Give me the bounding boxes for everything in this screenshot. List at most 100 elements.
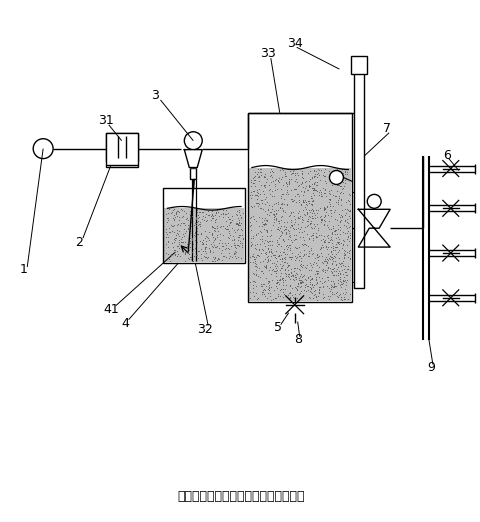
Point bbox=[344, 253, 351, 262]
Point bbox=[318, 266, 325, 275]
Point bbox=[265, 201, 273, 209]
Point bbox=[286, 275, 294, 283]
Point bbox=[279, 292, 287, 301]
Point bbox=[326, 266, 334, 275]
Point bbox=[335, 259, 343, 268]
Text: 7: 7 bbox=[383, 122, 390, 135]
Point bbox=[194, 247, 202, 255]
Point bbox=[327, 243, 335, 252]
Point bbox=[319, 293, 327, 301]
Point bbox=[322, 221, 330, 230]
Point bbox=[266, 178, 274, 186]
Point bbox=[235, 211, 243, 220]
Point bbox=[274, 226, 282, 234]
Point bbox=[291, 269, 299, 278]
Point bbox=[327, 212, 335, 220]
Point bbox=[344, 248, 352, 257]
Point bbox=[272, 242, 280, 251]
Point bbox=[252, 295, 260, 303]
Point bbox=[267, 201, 275, 210]
Point bbox=[189, 240, 196, 248]
Point bbox=[224, 209, 232, 217]
Point bbox=[276, 259, 283, 268]
Point bbox=[221, 239, 228, 247]
Point bbox=[171, 251, 179, 259]
Point bbox=[336, 175, 344, 183]
Point bbox=[250, 292, 258, 300]
Point bbox=[211, 223, 218, 232]
Point bbox=[235, 219, 242, 227]
Point bbox=[249, 288, 257, 296]
Point bbox=[301, 176, 309, 185]
Point bbox=[299, 251, 307, 259]
Point bbox=[321, 177, 328, 185]
Point bbox=[298, 206, 306, 215]
Point bbox=[233, 253, 241, 262]
Point bbox=[307, 284, 314, 292]
Point bbox=[308, 180, 315, 188]
Point bbox=[319, 265, 326, 274]
Point bbox=[258, 235, 266, 243]
Point bbox=[312, 267, 320, 275]
Point bbox=[300, 250, 307, 258]
Point bbox=[174, 227, 182, 235]
Point bbox=[322, 179, 329, 187]
Point bbox=[288, 272, 296, 280]
Point bbox=[263, 279, 271, 288]
Point bbox=[320, 189, 327, 197]
Point bbox=[319, 235, 326, 243]
Point bbox=[258, 286, 266, 294]
Point bbox=[314, 269, 322, 277]
Point bbox=[259, 246, 267, 254]
Point bbox=[187, 255, 195, 263]
Point bbox=[327, 268, 335, 277]
Point bbox=[172, 212, 180, 220]
Point bbox=[336, 280, 343, 289]
Point bbox=[255, 168, 263, 176]
Point bbox=[336, 211, 344, 219]
Point bbox=[169, 216, 177, 224]
Point bbox=[338, 270, 346, 279]
Point bbox=[290, 251, 298, 259]
Point bbox=[253, 294, 261, 302]
Point bbox=[210, 224, 217, 233]
Point bbox=[339, 265, 347, 273]
Point bbox=[274, 225, 282, 233]
Point bbox=[252, 269, 259, 278]
Point bbox=[325, 195, 333, 203]
Point bbox=[300, 271, 307, 279]
Point bbox=[258, 280, 266, 288]
Point bbox=[293, 285, 300, 293]
Point bbox=[215, 239, 222, 247]
Point bbox=[257, 288, 265, 296]
Point bbox=[277, 264, 285, 272]
Point bbox=[300, 236, 307, 244]
Point bbox=[305, 276, 313, 284]
Point bbox=[251, 172, 258, 180]
Point bbox=[308, 205, 315, 213]
Point bbox=[295, 192, 303, 200]
Point bbox=[307, 285, 314, 293]
Point bbox=[196, 245, 204, 253]
Point bbox=[273, 283, 280, 292]
Point bbox=[338, 276, 346, 284]
Point bbox=[298, 240, 305, 248]
Point bbox=[246, 176, 254, 184]
Point bbox=[253, 199, 261, 207]
Point bbox=[230, 236, 238, 244]
Point bbox=[321, 238, 328, 246]
Point bbox=[266, 191, 274, 199]
Point bbox=[297, 276, 304, 284]
Point bbox=[307, 274, 315, 282]
Point bbox=[238, 241, 246, 249]
Point bbox=[263, 258, 270, 266]
Point bbox=[263, 198, 270, 206]
Point bbox=[235, 233, 242, 241]
Point bbox=[320, 206, 327, 214]
Point bbox=[283, 294, 291, 303]
Point bbox=[308, 215, 315, 223]
Point bbox=[271, 294, 278, 303]
Point bbox=[264, 181, 272, 189]
Point bbox=[287, 272, 294, 280]
Point bbox=[201, 249, 209, 257]
